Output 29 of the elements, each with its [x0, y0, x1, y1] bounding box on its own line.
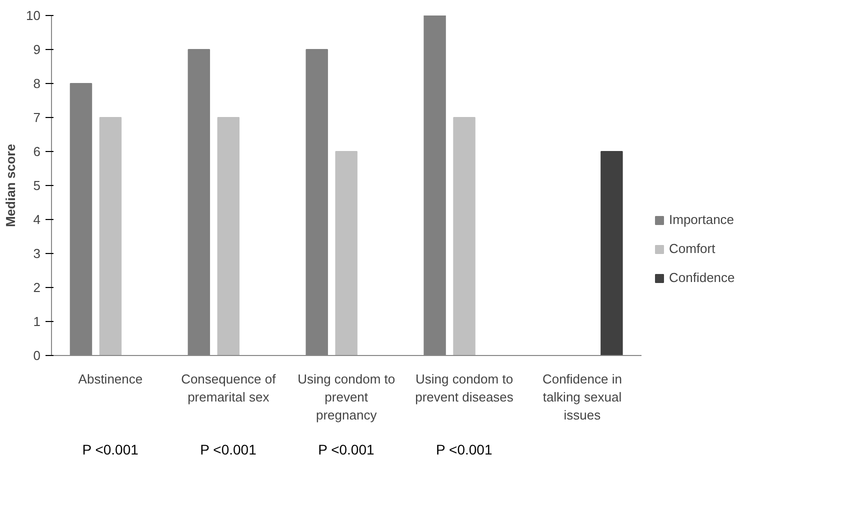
y-tick-label: 5 [33, 178, 41, 193]
text: P <0.001 [436, 442, 492, 458]
bar [335, 151, 358, 356]
y-tick-label: 3 [33, 246, 41, 261]
x-tick-label: Abstinence [78, 372, 143, 386]
y-tick-label: 4 [33, 212, 41, 227]
x-tick-label: Confidence in talking sexual issues [542, 372, 622, 422]
y-tick-label: 2 [33, 280, 41, 295]
y-tick-label: 6 [33, 144, 41, 159]
x-tick-label: Consequence of premarital sex [181, 372, 276, 404]
bar [600, 151, 623, 356]
bar [217, 117, 240, 356]
legend-label: Importance [669, 212, 734, 227]
text: P <0.001 [82, 442, 139, 458]
y-tick-label: 7 [33, 110, 41, 125]
text: P <0.001 [200, 442, 257, 458]
x-tick-label: Using condom to prevent diseases [415, 372, 514, 404]
y-tick-label: 1 [33, 314, 41, 329]
bar [453, 117, 476, 356]
x-tick-label: Using condom to prevent pregnancy [298, 372, 396, 422]
y-tick-label: 10 [26, 8, 41, 23]
y-tick-label: 9 [33, 42, 41, 57]
legend-label: Confidence [669, 270, 735, 285]
legend-label: Comfort [669, 241, 716, 256]
bar [99, 117, 122, 356]
y-tick-label: 8 [33, 76, 41, 91]
y-axis-title: Median score [3, 144, 18, 228]
text: P <0.001 [318, 442, 375, 458]
y-tick-label: 0 [33, 348, 41, 363]
